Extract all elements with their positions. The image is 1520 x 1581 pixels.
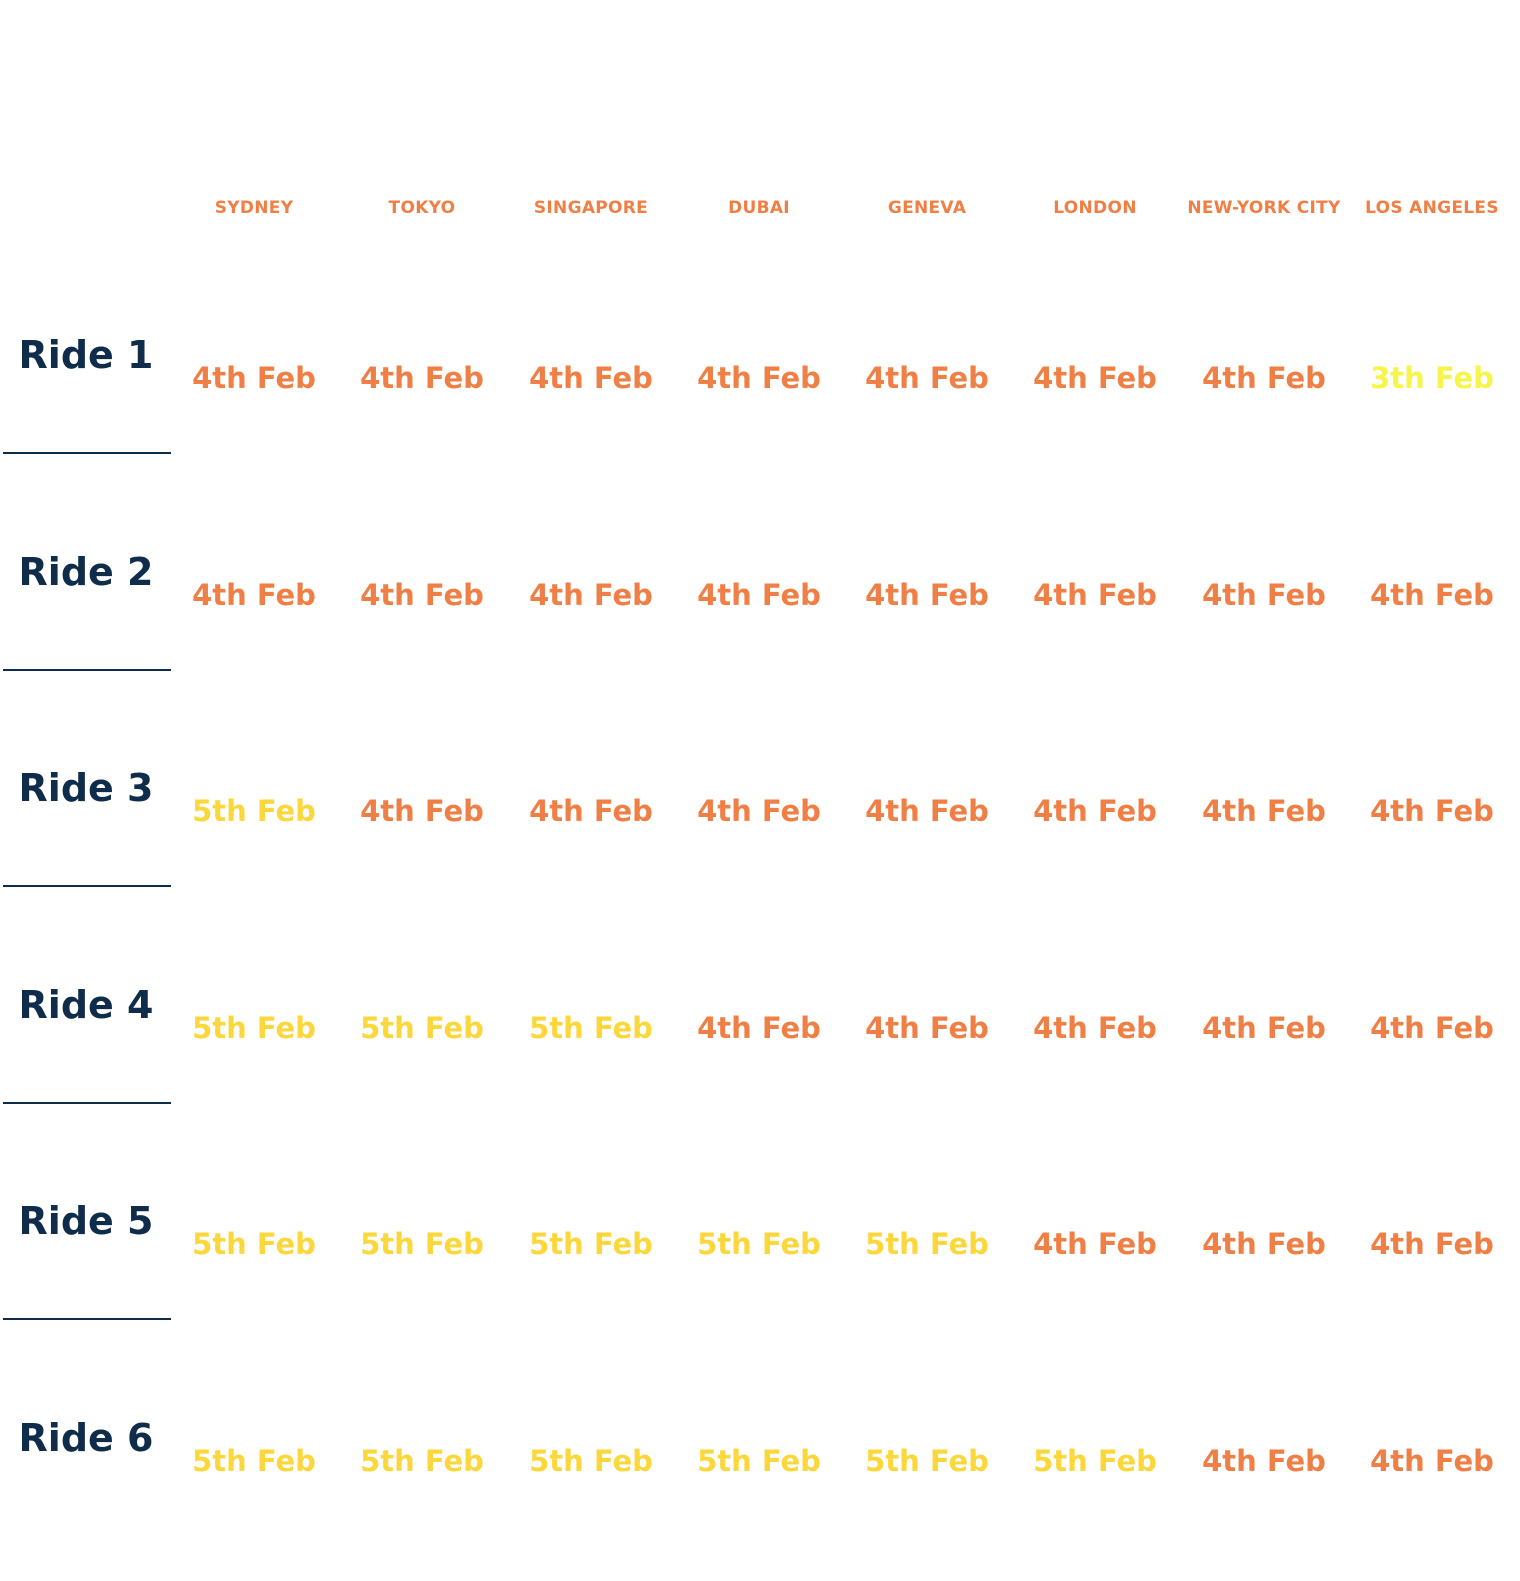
date-cell: 4th Feb: [865, 578, 989, 612]
date-cell: 4th Feb: [192, 361, 316, 395]
date-cell: 4th Feb: [1202, 361, 1326, 395]
date-cell: 5th Feb: [192, 794, 316, 828]
date-cell: 5th Feb: [697, 1444, 821, 1478]
city-header: SYDNEY: [214, 198, 294, 218]
date-cell: 3th Feb: [1370, 361, 1494, 395]
date-cell: 4th Feb: [1202, 1444, 1326, 1478]
date-cell: 4th Feb: [1202, 1227, 1326, 1261]
date-cell: 4th Feb: [697, 1011, 821, 1045]
date-cell: 5th Feb: [360, 1444, 484, 1478]
date-cell: 4th Feb: [1202, 1011, 1326, 1045]
row-divider: [3, 669, 171, 671]
date-cell: 5th Feb: [865, 1444, 989, 1478]
date-cell: 4th Feb: [865, 361, 989, 395]
date-cell: 4th Feb: [192, 578, 316, 612]
city-header: LONDON: [1053, 198, 1137, 218]
date-cell: 4th Feb: [360, 794, 484, 828]
ride-label: Ride 3: [18, 766, 154, 810]
ride-row: Ride 1 4th Feb 4th Feb 4th Feb 4th Feb 4th Fe…: [0, 282, 1520, 498]
ride-row: Ride 6 5th Feb 5th Feb 5th Feb 5th Feb 5th Fe…: [0, 1365, 1520, 1581]
city-header: SINGAPORE: [533, 198, 649, 218]
row-divider: [3, 452, 171, 454]
ride-label: Ride 2: [18, 550, 154, 594]
ride-label: Ride 6: [18, 1416, 154, 1460]
ride-label: Ride 1: [18, 333, 154, 377]
row-divider: [3, 885, 171, 887]
date-cell: 5th Feb: [697, 1227, 821, 1261]
ride-label: Ride 4: [18, 983, 154, 1027]
city-header: NEW-YORK CITY: [1187, 198, 1341, 218]
city-header: GENEVA: [887, 198, 967, 218]
date-cell: 4th Feb: [529, 578, 653, 612]
date-cell: 4th Feb: [529, 361, 653, 395]
date-cell: 4th Feb: [1033, 361, 1157, 395]
date-cell: 4th Feb: [697, 794, 821, 828]
date-cell: 5th Feb: [529, 1227, 653, 1261]
date-cell: 5th Feb: [360, 1011, 484, 1045]
date-cell: 4th Feb: [1033, 1011, 1157, 1045]
date-cell: 5th Feb: [192, 1011, 316, 1045]
ride-label: Ride 5: [18, 1199, 154, 1243]
date-cell: 4th Feb: [1033, 1227, 1157, 1261]
date-cell: 4th Feb: [697, 578, 821, 612]
ride-row: Ride 4 5th Feb 5th Feb 5th Feb 4th Feb 4th Fe…: [0, 932, 1520, 1148]
date-cell: 4th Feb: [865, 1011, 989, 1045]
row-divider: [3, 1318, 171, 1320]
date-cell: 4th Feb: [529, 794, 653, 828]
date-cell: 4th Feb: [1370, 578, 1494, 612]
date-cell: 4th Feb: [697, 361, 821, 395]
date-cell: 5th Feb: [529, 1011, 653, 1045]
date-cell: 4th Feb: [1370, 1011, 1494, 1045]
city-header: DUBAI: [728, 198, 790, 218]
date-cell: 4th Feb: [360, 578, 484, 612]
date-cell: 5th Feb: [1033, 1444, 1157, 1478]
date-cell: 5th Feb: [360, 1227, 484, 1261]
date-cell: 4th Feb: [360, 361, 484, 395]
date-cell: 4th Feb: [1370, 1227, 1494, 1261]
date-cell: 4th Feb: [1033, 578, 1157, 612]
date-cell: 4th Feb: [1033, 794, 1157, 828]
date-cell: 4th Feb: [1202, 578, 1326, 612]
date-cell: 4th Feb: [1370, 1444, 1494, 1478]
city-header-row: SYDNEY TOKYO SINGAPORE DUBAI GENEVA LONDON NEW…: [0, 190, 1520, 226]
date-cell: 4th Feb: [1202, 794, 1326, 828]
ride-row: Ride 3 5th Feb 4th Feb 4th Feb 4th Feb 4th Fe…: [0, 715, 1520, 931]
date-cell: 5th Feb: [192, 1227, 316, 1261]
date-cell: 5th Feb: [192, 1444, 316, 1478]
row-divider: [3, 1102, 171, 1104]
city-header: TOKYO: [388, 198, 456, 218]
ride-row: Ride 2 4th Feb 4th Feb 4th Feb 4th Feb 4th Fe…: [0, 499, 1520, 715]
city-header: LOS ANGELES: [1365, 198, 1499, 218]
ride-schedule: SYDNEY TOKYO SINGAPORE DUBAI GENEVA LONDON NEW…: [0, 190, 1520, 1478]
date-cell: 5th Feb: [529, 1444, 653, 1478]
ride-row: Ride 5 5th Feb 5th Feb 5th Feb 5th Feb 5th Fe…: [0, 1148, 1520, 1364]
date-cell: 4th Feb: [865, 794, 989, 828]
date-cell: 5th Feb: [865, 1227, 989, 1261]
date-cell: 4th Feb: [1370, 794, 1494, 828]
